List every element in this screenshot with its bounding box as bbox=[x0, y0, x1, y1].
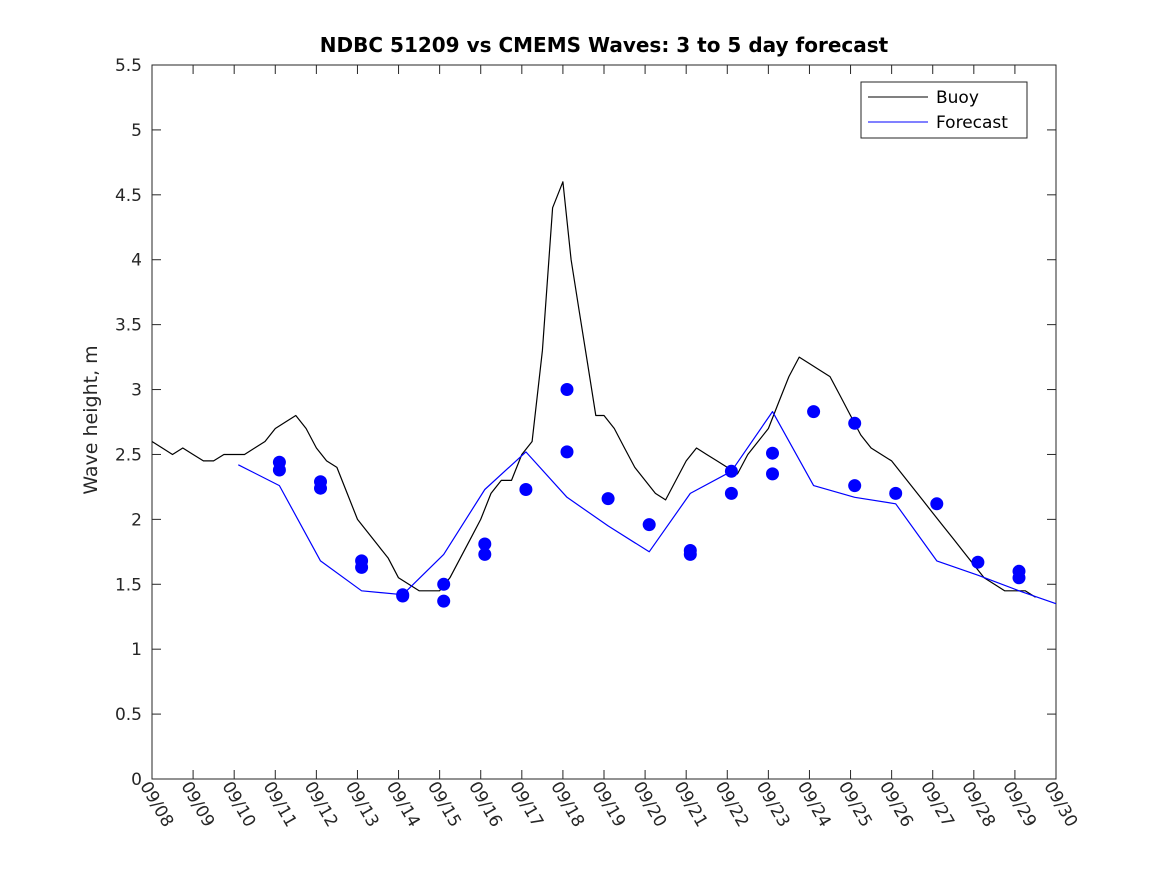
forecast-marker bbox=[396, 589, 410, 603]
forecast-marker bbox=[519, 483, 533, 496]
forecast-marker bbox=[478, 537, 492, 551]
chart-title: NDBC 51209 vs CMEMS Waves: 3 to 5 day fo… bbox=[320, 33, 889, 57]
forecast-marker bbox=[437, 594, 451, 608]
y-tick-label: 1 bbox=[131, 640, 142, 660]
forecast-marker bbox=[683, 547, 697, 561]
y-tick-label: 1.5 bbox=[115, 575, 142, 595]
y-tick-label: 2 bbox=[131, 510, 142, 530]
y-tick-label: 5 bbox=[131, 121, 142, 141]
legend-box bbox=[860, 81, 1028, 139]
forecast-marker bbox=[848, 416, 862, 430]
legend-forecast-label: Forecast bbox=[936, 113, 1008, 133]
forecast-markers bbox=[272, 383, 1026, 608]
plot-frame bbox=[151, 64, 1057, 780]
y-tick-label: 3.5 bbox=[115, 316, 142, 336]
buoy-series-line bbox=[151, 181, 1036, 598]
y-tick-label: 5.5 bbox=[115, 56, 142, 76]
forecast-marker bbox=[889, 486, 903, 500]
y-tick-label: 0 bbox=[131, 770, 142, 790]
legend: Buoy Forecast bbox=[860, 81, 1028, 139]
forecast-marker bbox=[971, 555, 985, 569]
y-tick-label: 4 bbox=[131, 251, 142, 271]
y-tick-label: 3 bbox=[131, 381, 142, 401]
forecast-marker bbox=[807, 405, 821, 419]
forecast-marker bbox=[642, 518, 656, 532]
forecast-marker bbox=[930, 497, 944, 511]
legend-buoy-label: Buoy bbox=[936, 88, 979, 108]
series-layer bbox=[151, 181, 1057, 605]
forecast-marker bbox=[314, 481, 327, 495]
forecast-marker bbox=[355, 560, 369, 574]
y-tick-label: 4.5 bbox=[115, 186, 142, 206]
y-tick-label: 2.5 bbox=[115, 445, 142, 465]
forecast-marker bbox=[1012, 571, 1026, 585]
y-axis-label: Wave height, m bbox=[80, 345, 102, 494]
forecast-marker bbox=[560, 383, 574, 396]
forecast-marker bbox=[272, 463, 286, 477]
plot-area: 00.511.522.533.544.555.509/08 09/09 09/10 0… bbox=[115, 56, 1081, 831]
forecast-marker bbox=[601, 492, 615, 506]
forecast-series-line bbox=[238, 411, 1057, 605]
forecast-marker bbox=[478, 547, 492, 561]
forecast-marker bbox=[437, 577, 451, 591]
forecast-marker bbox=[766, 446, 779, 460]
forecast-marker bbox=[724, 464, 738, 478]
forecast-marker bbox=[560, 445, 574, 459]
forecast-marker bbox=[766, 467, 779, 481]
forecast-marker bbox=[848, 479, 862, 493]
y-tick-label: 0.5 bbox=[115, 705, 142, 725]
forecast-marker bbox=[724, 486, 738, 500]
